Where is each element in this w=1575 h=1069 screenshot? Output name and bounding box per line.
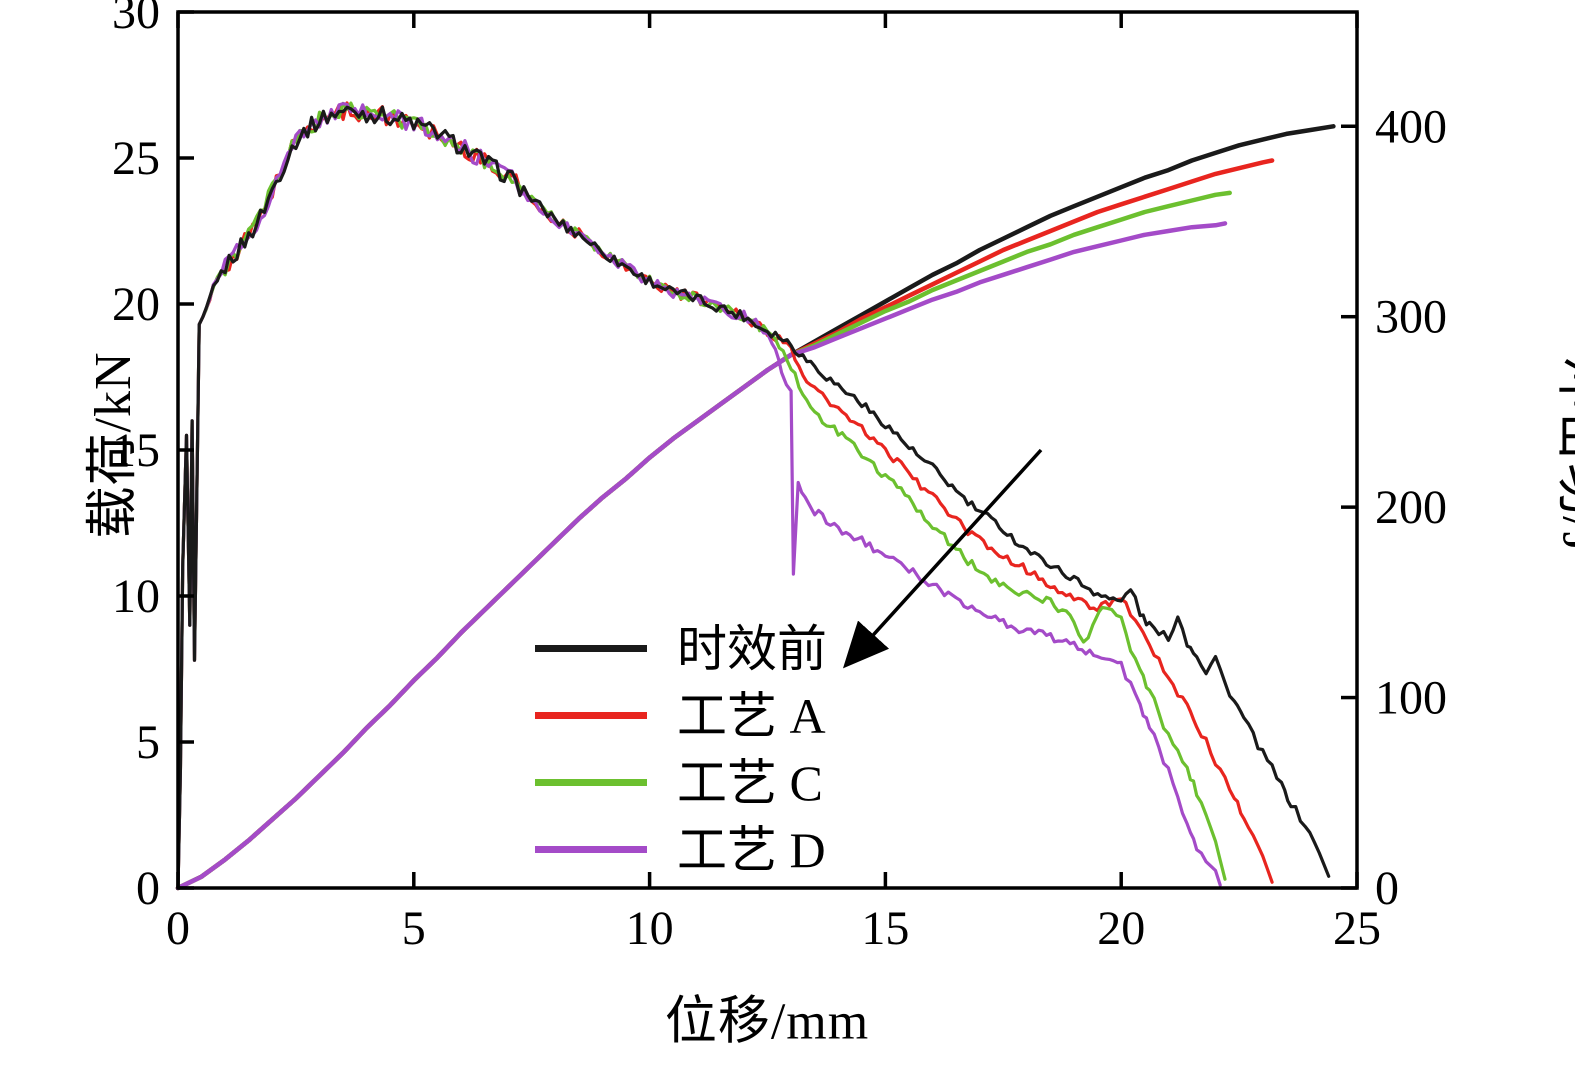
legend-item-before-aging: 时效前 <box>535 615 827 682</box>
y-right-tick-label: 400 <box>1375 100 1447 153</box>
legend-swatch-process-d <box>535 846 647 853</box>
y-left-tick-label: 30 <box>112 0 160 39</box>
y-left-tick-label: 25 <box>112 132 160 185</box>
legend-item-process-d: 工艺 D <box>535 816 827 883</box>
legend-label-process-a: 工艺 A <box>677 687 826 744</box>
y-left-tick-label: 5 <box>136 716 160 769</box>
y-right-tick-label: 0 <box>1375 862 1399 915</box>
legend-swatch-process-a <box>535 712 647 719</box>
legend: 时效前 工艺 A 工艺 C 工艺 D <box>535 615 827 883</box>
y-left-axis-title: 载荷/kN <box>85 351 143 539</box>
series-energy <box>175 221 1228 891</box>
y-right-tick-label: 200 <box>1375 481 1447 534</box>
legend-swatch-process-c <box>535 779 647 786</box>
x-tick-label: 10 <box>626 902 674 955</box>
legend-item-process-c: 工艺 C <box>535 749 827 816</box>
x-tick-label: 0 <box>166 902 190 955</box>
series-load <box>176 105 1331 890</box>
y-left-tick-label: 20 <box>112 278 160 331</box>
legend-label-process-c: 工艺 C <box>677 754 823 811</box>
y-right-tick-label: 100 <box>1375 672 1447 725</box>
legend-swatch-before-aging <box>535 645 647 652</box>
x-tick-label: 25 <box>1333 902 1381 955</box>
x-axis-title: 位移/mm <box>664 993 870 1051</box>
x-tick-label: 15 <box>861 902 909 955</box>
legend-label-process-d: 工艺 D <box>677 821 826 878</box>
y-right-tick-label: 300 <box>1375 291 1447 344</box>
x-tick-label: 20 <box>1097 902 1145 955</box>
annotation-arrow <box>842 448 1043 669</box>
x-tick-label: 5 <box>402 902 426 955</box>
legend-label-before-aging: 时效前 <box>677 620 827 677</box>
legend-item-process-a: 工艺 A <box>535 682 827 749</box>
y-left-tick-label: 0 <box>136 862 160 915</box>
y-left-tick-label: 10 <box>112 570 160 623</box>
y-right-axis-title: 冲击功/J <box>1551 357 1575 553</box>
y-left-tick-label: 15 <box>112 424 160 477</box>
